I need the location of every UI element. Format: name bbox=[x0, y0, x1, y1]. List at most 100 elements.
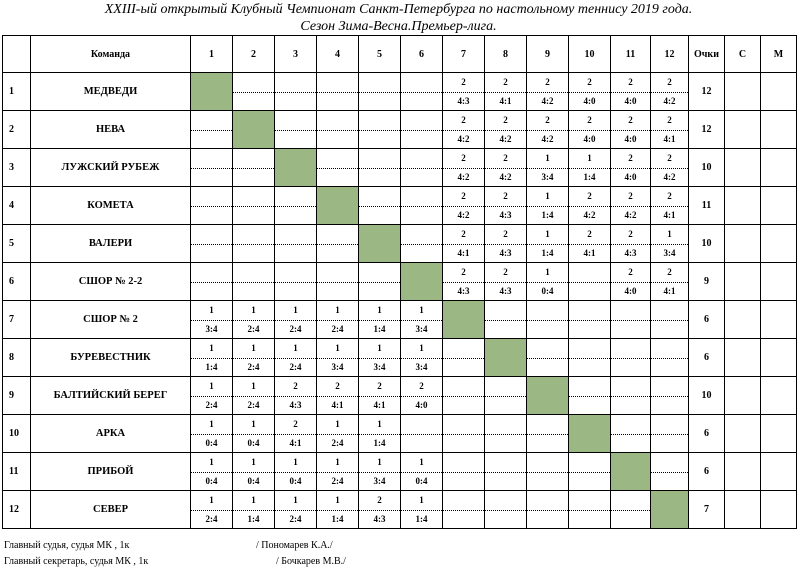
total-points: 10 bbox=[688, 148, 725, 187]
match-cell bbox=[442, 338, 485, 377]
header-col-10: 10 bbox=[568, 35, 611, 73]
dotted-divider bbox=[651, 91, 688, 93]
match-cell bbox=[274, 186, 317, 225]
dotted-divider bbox=[443, 167, 484, 169]
match-score: 4:2 bbox=[541, 134, 554, 144]
row-number: 4 bbox=[2, 186, 31, 225]
header-col-6: 6 bbox=[400, 35, 443, 73]
dotted-divider bbox=[359, 167, 400, 169]
dotted-divider bbox=[233, 243, 274, 245]
row-number: 7 bbox=[2, 300, 31, 339]
match-points: 2 bbox=[503, 267, 508, 277]
match-points: 2 bbox=[461, 77, 466, 87]
match-points: 2 bbox=[377, 381, 382, 391]
m-cell bbox=[760, 148, 797, 187]
match-score: 1:4 bbox=[373, 324, 386, 334]
match-cell bbox=[316, 148, 359, 187]
team-name: ПРИБОЙ bbox=[30, 452, 191, 491]
match-points: 2 bbox=[503, 153, 508, 163]
team-name: АРКА bbox=[30, 414, 191, 453]
match-score: 4:2 bbox=[457, 172, 470, 182]
match-cell bbox=[484, 490, 527, 529]
match-points: 1 bbox=[377, 419, 382, 429]
match-points: 2 bbox=[461, 115, 466, 125]
dotted-divider bbox=[275, 395, 316, 397]
match-score: 0:4 bbox=[247, 438, 260, 448]
dotted-divider bbox=[275, 433, 316, 435]
row-number: 2 bbox=[2, 110, 31, 149]
match-points: 2 bbox=[667, 77, 672, 87]
match-points: 2 bbox=[667, 191, 672, 201]
dotted-divider bbox=[485, 205, 526, 207]
dotted-divider bbox=[651, 243, 688, 245]
match-score: 3:4 bbox=[373, 476, 386, 486]
dotted-divider bbox=[191, 395, 232, 397]
match-cell bbox=[610, 300, 651, 339]
dotted-divider bbox=[569, 91, 610, 93]
dotted-divider bbox=[485, 167, 526, 169]
dotted-divider bbox=[527, 471, 568, 473]
table-row: 8 БУРЕВЕСТНИК 1 1:4 1 2:4 1 2:4 1 3:4 1 3:4 1 3:4 6 bbox=[2, 338, 797, 377]
match-score: 1:4 bbox=[415, 514, 428, 524]
dotted-divider bbox=[651, 129, 688, 131]
m-cell bbox=[760, 376, 797, 415]
dotted-divider bbox=[191, 319, 232, 321]
match-points: 2 bbox=[587, 77, 592, 87]
match-score: 1:4 bbox=[205, 362, 218, 372]
match-points: 2 bbox=[503, 77, 508, 87]
match-cell bbox=[358, 110, 401, 149]
match-cell bbox=[442, 490, 485, 529]
match-cell bbox=[610, 338, 651, 377]
match-cell: 2 4:2 bbox=[526, 110, 569, 149]
match-cell bbox=[190, 148, 233, 187]
match-points: 1 bbox=[251, 381, 256, 391]
dotted-divider bbox=[611, 319, 650, 321]
match-cell: 2 4:1 bbox=[650, 262, 689, 301]
match-points: 1 bbox=[293, 305, 298, 315]
dotted-divider bbox=[191, 509, 232, 511]
dotted-divider bbox=[275, 205, 316, 207]
match-cell: 1 1:4 bbox=[400, 490, 443, 529]
match-points: 2 bbox=[461, 267, 466, 277]
match-cell: 2 4:1 bbox=[650, 186, 689, 225]
match-cell: 2 4:2 bbox=[610, 186, 651, 225]
dotted-divider bbox=[651, 205, 688, 207]
match-points: 1 bbox=[335, 305, 340, 315]
match-cell bbox=[610, 490, 651, 529]
row-number: 3 bbox=[2, 148, 31, 187]
dotted-divider bbox=[611, 91, 650, 93]
dotted-divider bbox=[191, 281, 232, 283]
dotted-divider bbox=[317, 167, 358, 169]
dotted-divider bbox=[485, 281, 526, 283]
match-score: 0:4 bbox=[415, 476, 428, 486]
dotted-divider bbox=[611, 243, 650, 245]
match-cell: 1 3:4 bbox=[526, 148, 569, 187]
match-cell: 1 0:4 bbox=[274, 452, 317, 491]
match-cell bbox=[274, 72, 317, 111]
m-cell bbox=[760, 72, 797, 111]
match-cell: 2 4:1 bbox=[568, 224, 611, 263]
table-row: 2 НЕВА 2 4:2 2 4:2 2 4:2 2 4:0 2 4:0 2 4:1 12 bbox=[2, 110, 797, 149]
match-cell: 1 2:4 bbox=[190, 376, 233, 415]
dotted-divider bbox=[651, 433, 688, 435]
match-cell: 2 4:1 bbox=[484, 72, 527, 111]
dotted-divider bbox=[275, 509, 316, 511]
dotted-divider bbox=[527, 243, 568, 245]
m-cell bbox=[760, 224, 797, 263]
match-cell: 2 4:3 bbox=[442, 72, 485, 111]
dotted-divider bbox=[485, 471, 526, 473]
match-cell bbox=[568, 262, 611, 301]
secretary-label: Главный секретарь, судья МК , 1к bbox=[4, 556, 149, 567]
match-cell bbox=[316, 110, 359, 149]
match-points: 1 bbox=[251, 457, 256, 467]
total-points: 9 bbox=[688, 262, 725, 301]
match-score: 0:4 bbox=[205, 438, 218, 448]
diagonal-cell bbox=[400, 262, 443, 301]
match-cell bbox=[568, 338, 611, 377]
match-points: 1 bbox=[209, 343, 214, 353]
diagonal-cell bbox=[274, 148, 317, 187]
match-cell: 2 4:0 bbox=[400, 376, 443, 415]
match-cell bbox=[484, 414, 527, 453]
match-cell bbox=[358, 262, 401, 301]
dotted-divider bbox=[527, 91, 568, 93]
